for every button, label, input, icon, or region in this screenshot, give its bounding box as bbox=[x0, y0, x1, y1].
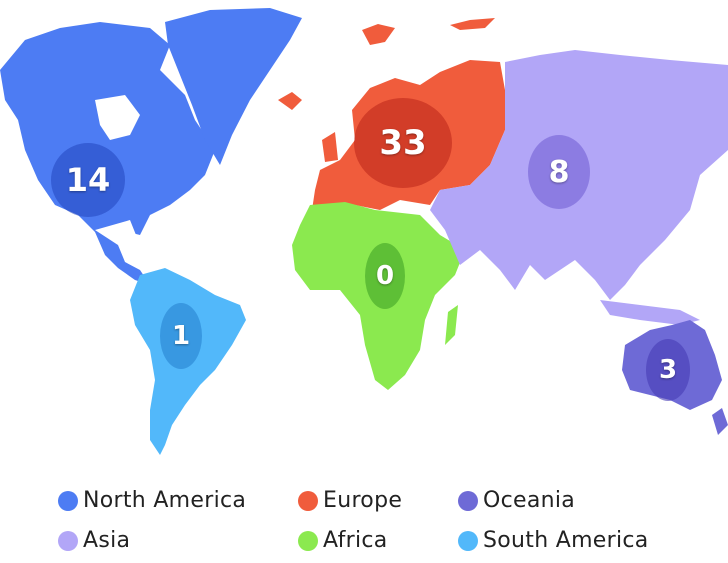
legend-dot bbox=[58, 530, 78, 551]
legend-dot bbox=[58, 490, 78, 511]
legend-dot bbox=[458, 530, 478, 551]
count-badge-europe: 33 bbox=[354, 98, 452, 188]
legend-item-south-america: South America bbox=[458, 528, 649, 553]
count-badge-oceania: 3 bbox=[646, 339, 690, 401]
legend-label: Oceania bbox=[483, 488, 576, 513]
legend-label: Europe bbox=[323, 488, 403, 513]
legend-label: South America bbox=[483, 528, 649, 553]
count-badge-asia: 8 bbox=[528, 135, 590, 209]
world-map bbox=[0, 8, 728, 455]
legend-item-asia: Asia bbox=[58, 528, 130, 553]
legend-item-north-america: North America bbox=[58, 488, 246, 513]
legend-label: North America bbox=[83, 488, 247, 513]
count-badge-north-america: 14 bbox=[51, 143, 125, 217]
legend-item-europe: Europe bbox=[298, 488, 402, 513]
legend-label: Asia bbox=[83, 528, 131, 553]
legend-dot bbox=[298, 530, 318, 551]
legend-item-africa: Africa bbox=[298, 528, 388, 553]
count-badge-africa: 0 bbox=[365, 243, 405, 309]
legend-label: Africa bbox=[323, 528, 388, 553]
legend-dot bbox=[458, 490, 478, 511]
region-north-america[interactable] bbox=[0, 8, 302, 285]
legend-dot bbox=[298, 490, 318, 511]
legend-item-oceania: Oceania bbox=[458, 488, 575, 513]
count-badge-south-america: 1 bbox=[160, 303, 202, 369]
